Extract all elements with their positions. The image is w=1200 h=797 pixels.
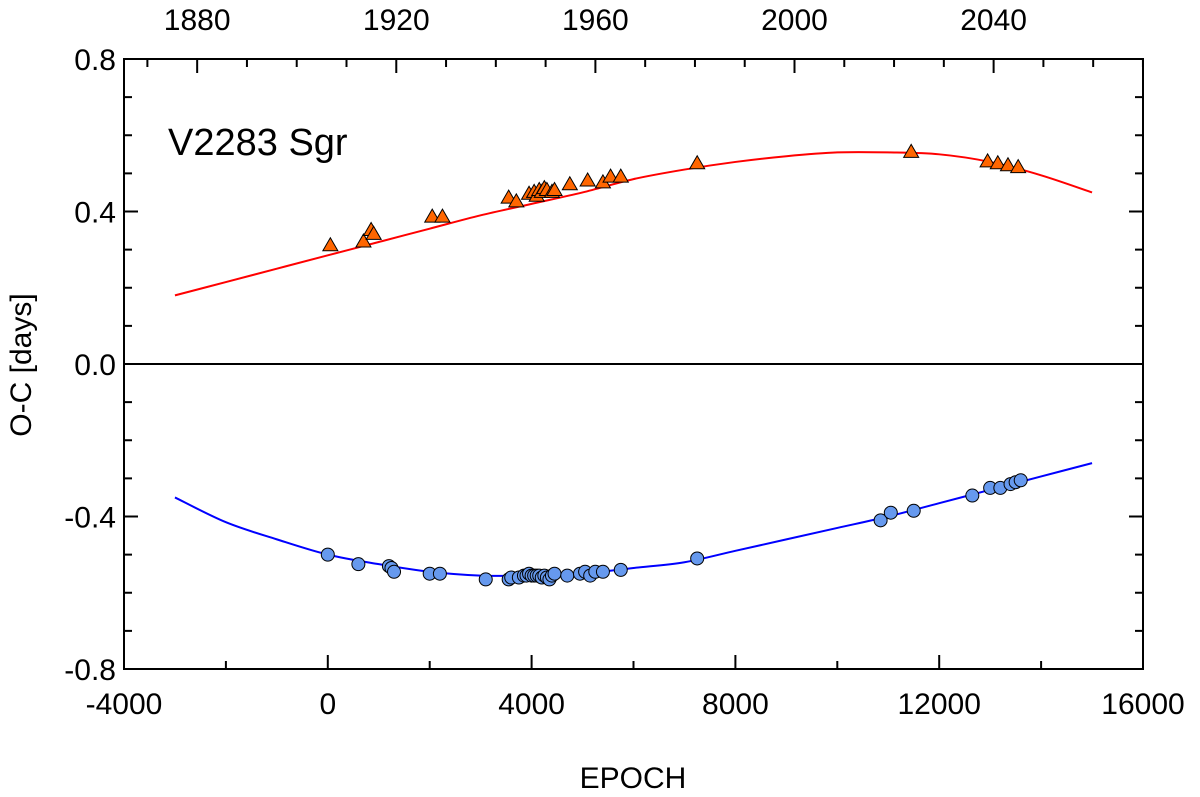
y-tick-label: 0.8 bbox=[74, 44, 116, 77]
x-axis-label: EPOCH bbox=[580, 762, 687, 795]
primary-minimum-point bbox=[507, 192, 525, 208]
chart-title: V2283 Sgr bbox=[168, 122, 348, 164]
secondary-minimum-point bbox=[478, 572, 493, 587]
primary-fit-curve bbox=[174, 151, 1093, 297]
x-tick-label: -4000 bbox=[86, 688, 163, 721]
y-axis-label: O-C [days] bbox=[5, 293, 38, 436]
y-tick-label: -0.4 bbox=[64, 502, 116, 535]
axis-ticks: -4000 0 4000 8000 12000 16000 1880 1920 1960 2000… bbox=[64, 4, 1184, 721]
x-tick-label: 0 bbox=[319, 688, 336, 721]
secondary-minimum-point bbox=[595, 564, 610, 579]
secondary-minimum-point bbox=[351, 557, 366, 572]
primary-minimum-point bbox=[561, 175, 579, 191]
primary-minimum-point bbox=[546, 181, 563, 196]
secondary-minimum-point bbox=[387, 564, 402, 579]
secondary-fit-curve bbox=[174, 462, 1093, 577]
primary-minimum-point bbox=[434, 208, 451, 223]
primary-minimum-point bbox=[999, 156, 1017, 172]
data-points bbox=[320, 143, 1028, 587]
primary-minimum-point bbox=[321, 236, 339, 252]
top-tick-label: 2000 bbox=[761, 4, 828, 37]
secondary-minimum-point bbox=[690, 551, 705, 566]
secondary-minimum-point bbox=[320, 547, 335, 562]
secondary-minimum-point bbox=[432, 566, 447, 581]
primary-minimum-point bbox=[423, 208, 441, 223]
y-tick-label: -0.8 bbox=[64, 654, 116, 687]
secondary-minimum-point bbox=[560, 568, 575, 583]
primary-minimum-point bbox=[688, 154, 706, 170]
primary-minimum-point bbox=[1009, 158, 1027, 174]
x-tick-label: 8000 bbox=[702, 688, 769, 721]
x-tick-label: 16000 bbox=[1101, 688, 1184, 721]
top-tick-label: 1960 bbox=[562, 4, 629, 37]
secondary-minimum-point bbox=[873, 513, 888, 528]
secondary-minimum-point bbox=[883, 505, 898, 520]
top-tick-label: 1880 bbox=[164, 4, 231, 37]
secondary-minimum-point bbox=[547, 566, 562, 581]
x-tick-label: 4000 bbox=[498, 688, 565, 721]
secondary-minimum-point bbox=[965, 488, 980, 503]
y-tick-label: 0.0 bbox=[74, 349, 116, 382]
primary-minimum-point bbox=[989, 154, 1007, 170]
top-tick-label: 1920 bbox=[363, 4, 430, 37]
primary-minimum-point bbox=[612, 168, 630, 183]
primary-minimum-point bbox=[602, 168, 619, 183]
primary-minimum-point bbox=[365, 225, 383, 240]
primary-minimum-point bbox=[579, 171, 597, 187]
primary-minimum-point bbox=[355, 232, 372, 248]
primary-minimum-point bbox=[902, 143, 920, 158]
secondary-minimum-point bbox=[906, 503, 921, 518]
secondary-minimum-point bbox=[613, 562, 628, 577]
y-tick-label: 0.4 bbox=[74, 197, 116, 230]
x-tick-label: 12000 bbox=[897, 688, 980, 721]
top-tick-label: 2040 bbox=[960, 4, 1027, 37]
primary-minimum-point bbox=[979, 152, 996, 168]
secondary-minimum-point bbox=[1013, 473, 1028, 488]
